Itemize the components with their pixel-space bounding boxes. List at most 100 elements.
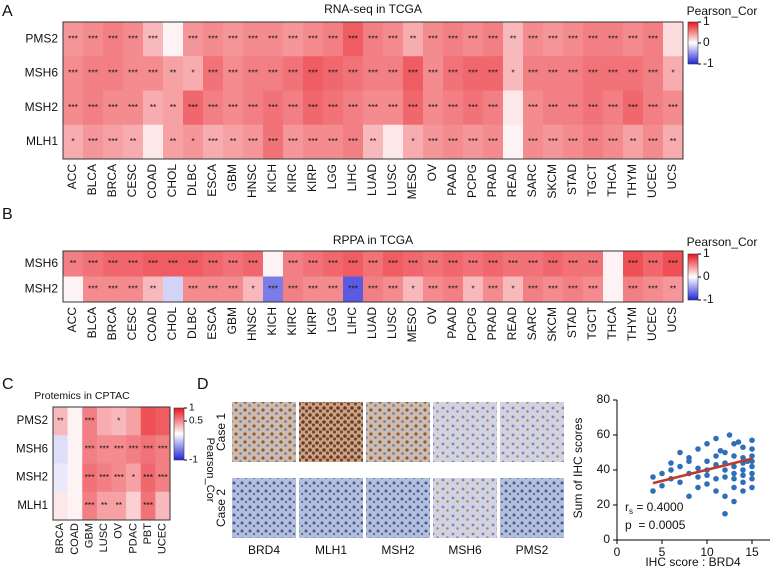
scatter-point: [731, 440, 737, 447]
heatmap-cell: [503, 90, 524, 126]
column-label: PDAC: [127, 523, 139, 554]
column-label: BRCA: [105, 164, 119, 197]
heatmap-cell: [503, 124, 524, 160]
significance-label: ***: [308, 68, 319, 78]
heatmap-cell: [463, 276, 484, 303]
scatter-point: [749, 446, 755, 452]
heatmap-cell: [123, 124, 144, 160]
scatter-point: [713, 488, 719, 494]
heatmap-cell: [82, 463, 98, 493]
column-label: KIRP: [305, 307, 319, 335]
heatmap-cell: [323, 90, 344, 126]
heatmap-cell: [243, 90, 264, 126]
column-label: UCEC: [645, 164, 659, 198]
scatter-point: [659, 470, 665, 477]
heatmap-cell: [523, 90, 544, 126]
column-label: PRAD: [485, 307, 499, 341]
significance-label: ***: [588, 102, 599, 112]
heatmap-cell: [163, 56, 184, 91]
significance-label: ***: [328, 68, 339, 78]
significance-label: *: [471, 284, 475, 294]
heatmap-cell: [155, 435, 171, 464]
heatmap-cell: [663, 124, 684, 160]
heatmap-cell: [643, 90, 664, 126]
significance-label: ***: [268, 102, 279, 112]
scatter-point: [731, 475, 737, 482]
scatter-point: [704, 481, 710, 487]
scatter-point: [731, 484, 737, 491]
heatmap-cell: [303, 22, 324, 57]
scatter-point: [749, 475, 755, 482]
heatmap-frame: [52, 406, 171, 521]
significance-label: ***: [448, 33, 459, 43]
significance-label: ***: [428, 258, 439, 268]
significance-label: ***: [468, 68, 479, 78]
column-label: KIRC: [285, 164, 299, 193]
significance-label: ***: [68, 102, 79, 112]
significance-label: ***: [108, 284, 119, 294]
significance-label: ***: [528, 68, 539, 78]
row-label: Case 1: [214, 413, 228, 451]
significance-label: ***: [88, 258, 99, 268]
scatter-point: [731, 498, 737, 505]
heatmap-cell: [67, 435, 83, 464]
heatmap-cell: [203, 276, 224, 303]
heatmap-cell: [63, 22, 84, 57]
heatmap-cell: [463, 124, 484, 160]
significance-label: ***: [88, 68, 99, 78]
scatter-point: [731, 470, 737, 477]
column-label: COAD: [145, 164, 159, 199]
chart-title: RNA-seq in TCGA: [324, 2, 422, 16]
heatmap-cell: [126, 407, 142, 436]
significance-label: **: [116, 500, 123, 510]
heatmap-cell: [143, 251, 164, 277]
heatmap-cell: [143, 90, 164, 126]
significance-label: ***: [408, 102, 419, 112]
row-label: MLH1: [17, 500, 48, 512]
heatmap-cell: [343, 56, 364, 91]
scatter-point: [735, 439, 742, 445]
heatmap-cell: [155, 407, 171, 436]
panel-label: D: [197, 376, 209, 393]
heatmap-cell: [203, 124, 224, 160]
significance-label: ***: [428, 33, 439, 43]
column-label: MSH6: [448, 543, 482, 557]
significance-label: ***: [228, 284, 239, 294]
panel-label: C: [2, 376, 14, 393]
y-tick-label: 60: [597, 427, 611, 441]
significance-label: ***: [548, 102, 559, 112]
significance-label: ***: [128, 33, 139, 43]
heatmap-cell: [583, 56, 604, 91]
heatmap-cell: [463, 22, 484, 57]
significance-label: *: [411, 136, 415, 146]
column-label: STAD: [565, 307, 579, 338]
significance-label: ***: [488, 33, 499, 43]
column-label: KICH: [265, 164, 279, 193]
significance-label: ***: [448, 102, 459, 112]
heatmap-cell: [140, 463, 156, 493]
scatter-point: [704, 440, 710, 447]
significance-label: ***: [128, 102, 139, 112]
significance-label: ***: [488, 258, 499, 268]
significance-label: **: [170, 136, 177, 146]
heatmap-cell: [503, 22, 524, 57]
significance-label: ***: [85, 500, 96, 510]
heatmap-cell: [83, 251, 104, 277]
x-tick-label: 15: [745, 545, 759, 559]
column-label: KICH: [265, 307, 279, 336]
significance-label: ***: [308, 102, 319, 112]
heatmap-cell: [623, 56, 644, 91]
heatmap-cell: [263, 124, 284, 160]
heatmap-cell: [483, 276, 504, 303]
heatmap-cell: [543, 276, 564, 303]
significance-label: ***: [368, 258, 379, 268]
significance-label: ***: [68, 33, 79, 43]
column-label: DLBC: [185, 164, 199, 196]
heatmap-cell: [423, 251, 444, 277]
significance-label: ***: [528, 33, 539, 43]
column-label: ACC: [65, 164, 79, 190]
heatmap-cell: [53, 407, 68, 436]
scatter-point: [722, 449, 728, 456]
scatter-point: [722, 510, 728, 517]
column-label: SARC: [525, 307, 539, 341]
